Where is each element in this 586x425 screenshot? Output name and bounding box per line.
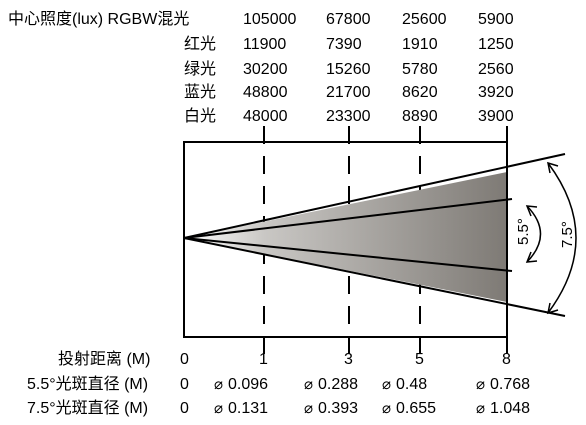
distance-label: 投射距离 (M): [58, 350, 150, 368]
ray-7-5-lower: [183, 237, 566, 317]
illum-red-label: 红光: [184, 35, 216, 53]
illum-white-label: 白光: [184, 107, 216, 125]
illum-green-8m: 2560: [478, 61, 514, 78]
illum-rgbw-8m: 5900: [478, 11, 514, 28]
diameter-icon: ⌀: [214, 400, 223, 417]
illum-white-8m: 3900: [478, 108, 514, 125]
illum-blue-label: 蓝光: [184, 83, 216, 101]
distance-1: 1: [259, 351, 268, 368]
illum-blue-8m: 3920: [478, 84, 514, 101]
illum-red-1m: 11900: [243, 36, 286, 53]
diameter-icon: ⌀: [382, 400, 391, 417]
spot-7-5-5m: 0.655: [396, 400, 436, 417]
spot-5-5-label: 5.5°光斑直径 (M): [27, 375, 148, 393]
illum-blue-3m: 21700: [326, 84, 371, 101]
spot-7-5-3m: 0.393: [318, 400, 358, 417]
illum-blue-5m: 8620: [402, 84, 438, 101]
illuminance-row-rgbw: 105000 67800 25600 5900: [243, 11, 514, 28]
spot-7-5-zero: 0: [180, 400, 189, 417]
spot-5-5-zero: 0: [180, 376, 189, 393]
beam-cone: [184, 172, 507, 302]
illum-red-8m: 1250: [478, 36, 514, 53]
spot-7-5-1m: 0.131: [228, 400, 268, 417]
ray-5-5-upper: [183, 198, 513, 239]
illum-red-3m: 7390: [326, 36, 362, 53]
diameter-icon: ⌀: [476, 376, 485, 393]
illum-green-3m: 15260: [326, 61, 371, 78]
illum-red-5m: 1910: [402, 36, 438, 53]
spot-7-5-label: 7.5°光斑直径 (M): [27, 399, 148, 417]
arc-5-5-arrow-top: [525, 205, 538, 217]
arc-5-5-arrow-bottom: [525, 251, 538, 263]
diameter-icon: ⌀: [304, 376, 313, 393]
distance-0: 0: [180, 351, 189, 368]
illuminance-row-blue: 蓝光 48800 21700 8620 3920: [184, 83, 514, 101]
illuminance-header-label: 中心照度(lux) RGBW混光: [8, 10, 189, 28]
illum-green-label: 绿光: [184, 60, 216, 78]
illum-rgbw-5m: 25600: [402, 11, 447, 28]
illuminance-row-green: 绿光 30200 15260 5780 2560: [184, 60, 514, 78]
illum-rgbw-1m: 105000: [243, 11, 296, 28]
diameter-icon: ⌀: [476, 400, 485, 417]
angle-5-5-label: 5.5°: [515, 218, 532, 245]
spot-5-5-1m: 0.096: [228, 376, 268, 393]
ray-7-5-upper: [183, 153, 566, 239]
diameter-icon: ⌀: [382, 376, 391, 393]
diameter-icon: ⌀: [214, 376, 223, 393]
illum-white-5m: 8890: [402, 108, 438, 125]
spot-5-5-5m: 0.48: [396, 376, 427, 393]
arc-5-5: [526, 205, 542, 263]
distance-5: 5: [415, 351, 424, 368]
distance-3: 3: [344, 351, 353, 368]
spot-5-5-8m: 0.768: [490, 376, 530, 393]
distance-8: 8: [502, 351, 511, 368]
illuminance-row-white: 白光 48000 23300 8890 3900: [184, 107, 514, 125]
illum-green-1m: 30200: [243, 61, 288, 78]
diameter-icon: ⌀: [304, 400, 313, 417]
illuminance-row-red: 红光 11900 7390 1910 1250: [184, 35, 514, 53]
ray-5-5-lower: [183, 237, 513, 272]
arc-7-5: [547, 162, 577, 314]
illum-green-5m: 5780: [402, 61, 438, 78]
spot-5-5-3m: 0.288: [318, 376, 358, 393]
illum-rgbw-3m: 67800: [326, 11, 371, 28]
illum-white-1m: 48000: [243, 108, 288, 125]
arc-7-5-arrow-top: [547, 161, 559, 174]
spot-7-5-8m: 1.048: [490, 400, 530, 417]
arc-7-5-arrow-bottom: [547, 302, 559, 315]
angle-7-5-label: 7.5°: [559, 221, 576, 248]
illum-white-3m: 23300: [326, 108, 371, 125]
illum-blue-1m: 48800: [243, 84, 288, 101]
